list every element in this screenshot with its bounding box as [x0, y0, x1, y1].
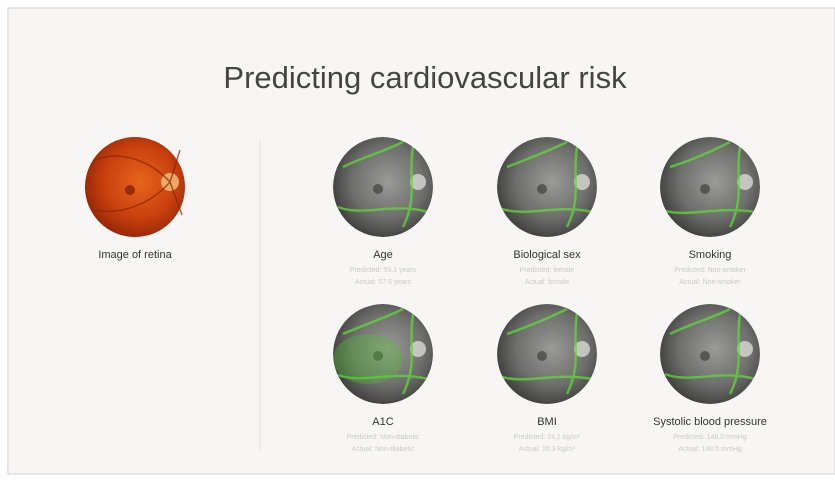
prediction-label: Age [373, 249, 393, 261]
actual-value: Actual: female [525, 279, 569, 286]
fovea [537, 351, 547, 361]
prediction-label: Biological sex [513, 249, 581, 261]
fovea [700, 184, 710, 194]
actual-value: Actual: 26.3 kg/m² [519, 446, 576, 453]
predicted-value: Predicted: Non-smoker [674, 267, 746, 274]
prediction-label: BMI [537, 416, 557, 428]
fovea [373, 184, 383, 194]
predicted-value: Predicted: female [520, 267, 575, 274]
actual-value: Actual: Non-diabetic [352, 446, 415, 453]
predicted-value: Predicted: 148.0 mmHg [673, 434, 747, 441]
attention-map [333, 304, 433, 404]
prediction-label: Smoking [689, 249, 732, 261]
input-label: Image of retina [98, 249, 172, 261]
prediction-label: Systolic blood pressure [653, 416, 767, 428]
predicted-value: Predicted: 24.1 kg/m² [514, 434, 581, 441]
actual-value: Actual: 148.5 mmHg [678, 446, 742, 453]
highlight-area [333, 334, 403, 384]
page: Predicting cardiovascular risk Image of … [0, 0, 835, 482]
attention-map [333, 137, 433, 237]
attention-map [497, 304, 597, 404]
attention-map [660, 304, 760, 404]
fovea [537, 184, 547, 194]
prediction-label: A1C [372, 416, 393, 428]
attention-map [497, 137, 597, 237]
fovea [700, 351, 710, 361]
retina-image [85, 137, 185, 237]
attention-map [660, 137, 760, 237]
slide-title: Predicting cardiovascular risk [223, 60, 627, 95]
predicted-value: Predicted: 59.1 years [350, 267, 417, 274]
slide: Predicting cardiovascular risk Image of … [0, 0, 835, 482]
predicted-value: Predicted: Non-diabetic [347, 434, 420, 441]
actual-value: Actual: Non-smoker [679, 279, 741, 286]
actual-value: Actual: 57.6 years [355, 279, 412, 286]
